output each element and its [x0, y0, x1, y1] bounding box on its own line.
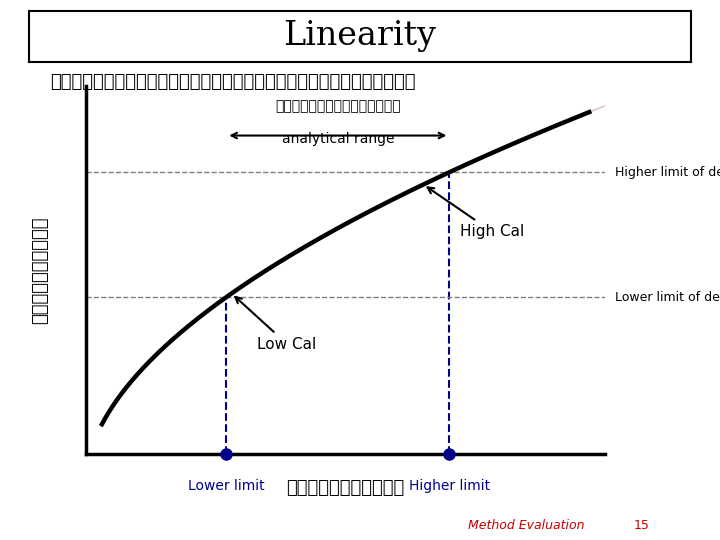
Text: High Cal: High Cal — [428, 187, 524, 239]
Text: ความเข้มข้น: ความเข้มข้น — [287, 480, 405, 497]
Text: ของการวิเคราะหดวยวิธีวัดศักย์ไฟฟ้า: ของการวิเคราะหดวยวิธีวัดศักย์ไฟฟ้า — [50, 73, 416, 91]
Text: ศักย์ไฟฟ้า: ศักย์ไฟฟ้า — [31, 216, 49, 324]
Text: 15: 15 — [634, 519, 649, 532]
Text: analytical range: analytical range — [282, 132, 394, 146]
Text: Linearity: Linearity — [284, 21, 436, 52]
Text: Lower limit of detection: Lower limit of detection — [615, 291, 720, 303]
Text: Higher limit of detection: Higher limit of detection — [615, 166, 720, 179]
Text: Higher limit: Higher limit — [409, 480, 490, 494]
Text: ช่วงการวิเคราะห: ช่วงการวิเคราะห — [275, 99, 400, 113]
Text: Method Evaluation: Method Evaluation — [468, 519, 585, 532]
Text: Low Cal: Low Cal — [235, 297, 317, 352]
Text: Lower limit: Lower limit — [188, 480, 265, 494]
